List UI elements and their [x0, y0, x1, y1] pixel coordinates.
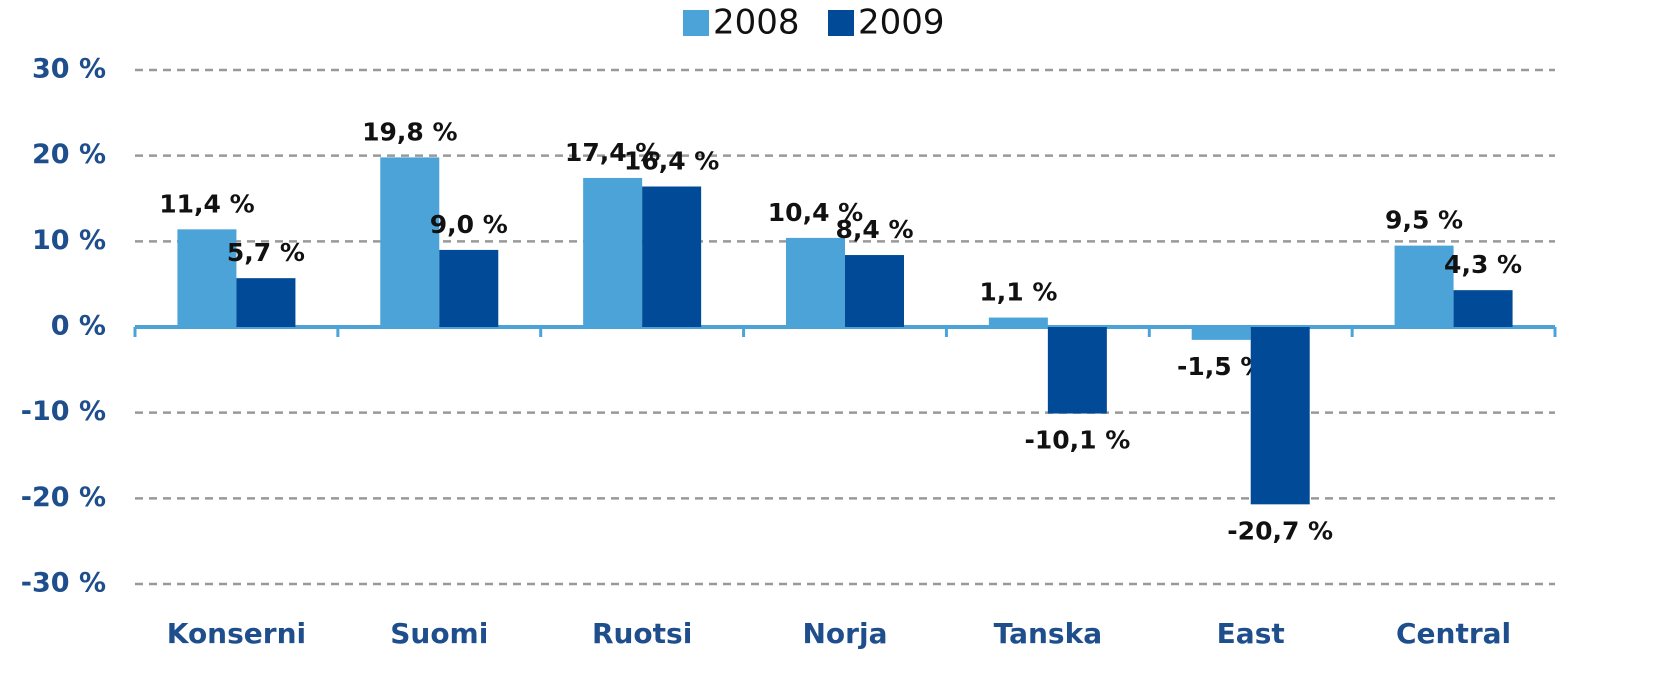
- y-tick-label: -10 %: [21, 396, 106, 427]
- bar: [786, 237, 845, 327]
- bar: [1047, 327, 1107, 414]
- bar: [1191, 327, 1251, 340]
- value-label: 1,1 %: [979, 278, 1057, 307]
- x-tick-label: Suomi: [390, 617, 488, 650]
- bar: [988, 317, 1048, 327]
- legend-label: 2008: [713, 3, 800, 43]
- bar: [583, 177, 643, 327]
- value-label: -20,7 %: [1227, 516, 1333, 545]
- bar: [177, 229, 237, 327]
- x-tick-label: Central: [1396, 617, 1511, 650]
- value-label: 11,4 %: [159, 189, 254, 218]
- legend-swatch: [683, 10, 709, 36]
- y-tick-label: 10 %: [32, 225, 106, 256]
- y-tick-label: -30 %: [21, 568, 106, 599]
- legend-label: 2009: [858, 3, 945, 43]
- bar: [845, 255, 904, 327]
- bar: [380, 157, 440, 327]
- value-label: 5,7 %: [227, 238, 305, 267]
- bar: [1453, 290, 1513, 327]
- value-label: -1,5 %: [1177, 352, 1265, 381]
- value-label: -10,1 %: [1024, 426, 1130, 455]
- y-tick-label: 20 %: [32, 139, 106, 170]
- x-tick-label: Konserni: [167, 617, 306, 650]
- value-label: 10,4 %: [768, 198, 863, 227]
- bar: [1394, 245, 1454, 327]
- value-label: 9,5 %: [1385, 206, 1463, 235]
- legend-swatch: [828, 10, 854, 36]
- x-tick-label: Ruotsi: [592, 617, 692, 650]
- y-tick-label: -20 %: [21, 482, 106, 513]
- x-tick-label: East: [1217, 617, 1285, 650]
- bar: [642, 186, 702, 327]
- x-tick-label: Norja: [803, 617, 888, 650]
- y-tick-label: 0 %: [51, 311, 106, 342]
- y-tick-label: 30 %: [32, 54, 106, 85]
- bar: [439, 249, 499, 327]
- value-label: 17,4 %: [565, 138, 660, 167]
- bar: [1250, 327, 1310, 505]
- value-label: 19,8 %: [362, 117, 457, 146]
- value-label: 9,0 %: [430, 210, 508, 239]
- value-label: 8,4 %: [835, 215, 913, 244]
- bar: [236, 278, 296, 327]
- value-label: 16,4 %: [624, 147, 719, 176]
- value-label: 4,3 %: [1444, 250, 1522, 279]
- x-tick-label: Tanska: [994, 617, 1103, 650]
